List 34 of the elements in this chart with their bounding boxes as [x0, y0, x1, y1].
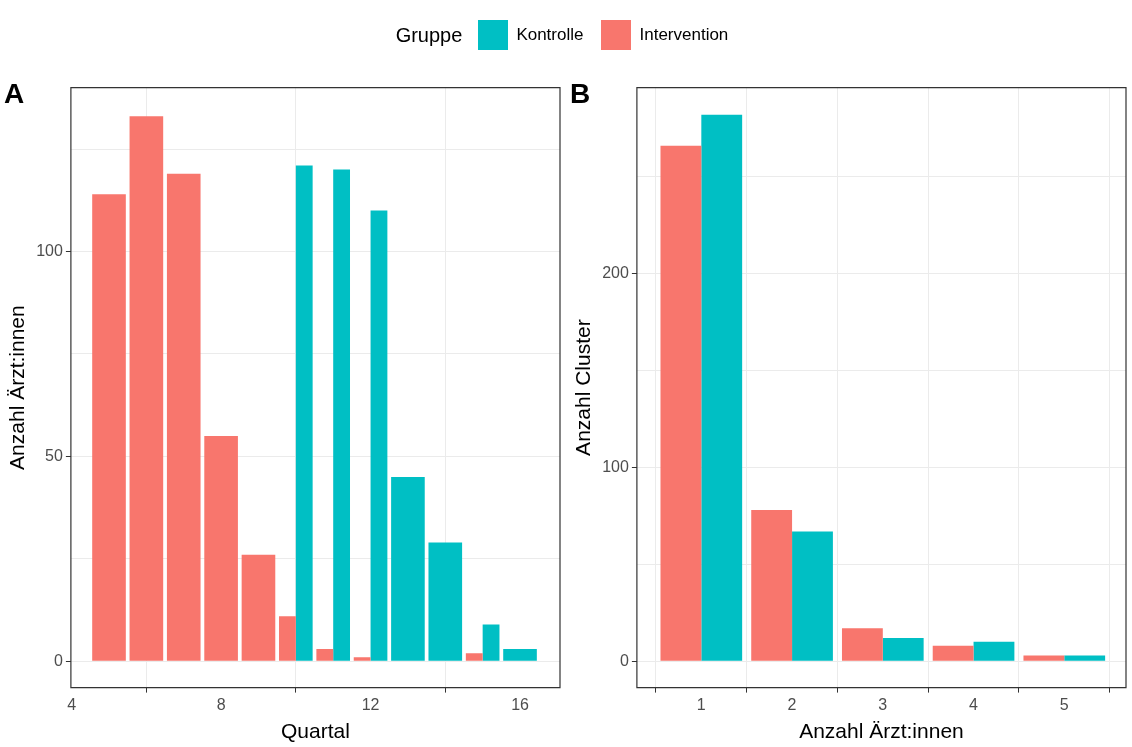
y-tick-label: 200	[602, 264, 629, 282]
legend-label: Kontrolle	[515, 24, 584, 46]
x-tick-label: 4	[969, 695, 979, 713]
bar	[1023, 655, 1065, 661]
x-tick-label: 5	[1059, 695, 1069, 713]
x-tick-label: 12	[361, 695, 380, 713]
bar	[973, 641, 1015, 661]
x-axis-title: Anzahl Ärzt:innen	[799, 719, 964, 743]
bar	[751, 510, 793, 661]
y-tick-label: 0	[53, 651, 63, 669]
chart-title: A	[4, 77, 25, 109]
bar	[792, 531, 833, 661]
legend-label: Intervention	[638, 24, 729, 46]
bar	[701, 114, 743, 661]
bar	[932, 645, 974, 661]
y-tick-label: 100	[602, 457, 629, 475]
y-axis-title: Anzahl Cluster	[571, 319, 595, 456]
x-tick-label: 4	[67, 695, 77, 713]
y-tick-label: 50	[45, 446, 63, 464]
bar	[841, 628, 883, 661]
x-axis-title: Quartal	[281, 719, 350, 743]
x-tick-label: 1	[696, 695, 706, 713]
y-tick-label: 0	[619, 651, 629, 669]
bar	[1064, 655, 1106, 661]
x-tick-label: 16	[511, 695, 530, 713]
chart-title: B	[570, 77, 591, 109]
bar	[660, 145, 702, 661]
y-axis-title: Anzahl Ärzt:innen	[5, 305, 29, 470]
legend-title: Gruppe	[395, 23, 463, 47]
x-tick-label: 8	[216, 695, 226, 713]
bar	[882, 637, 924, 661]
x-tick-label: 2	[787, 695, 797, 713]
x-tick-label: 3	[878, 695, 888, 713]
y-tick-label: 100	[36, 241, 63, 259]
